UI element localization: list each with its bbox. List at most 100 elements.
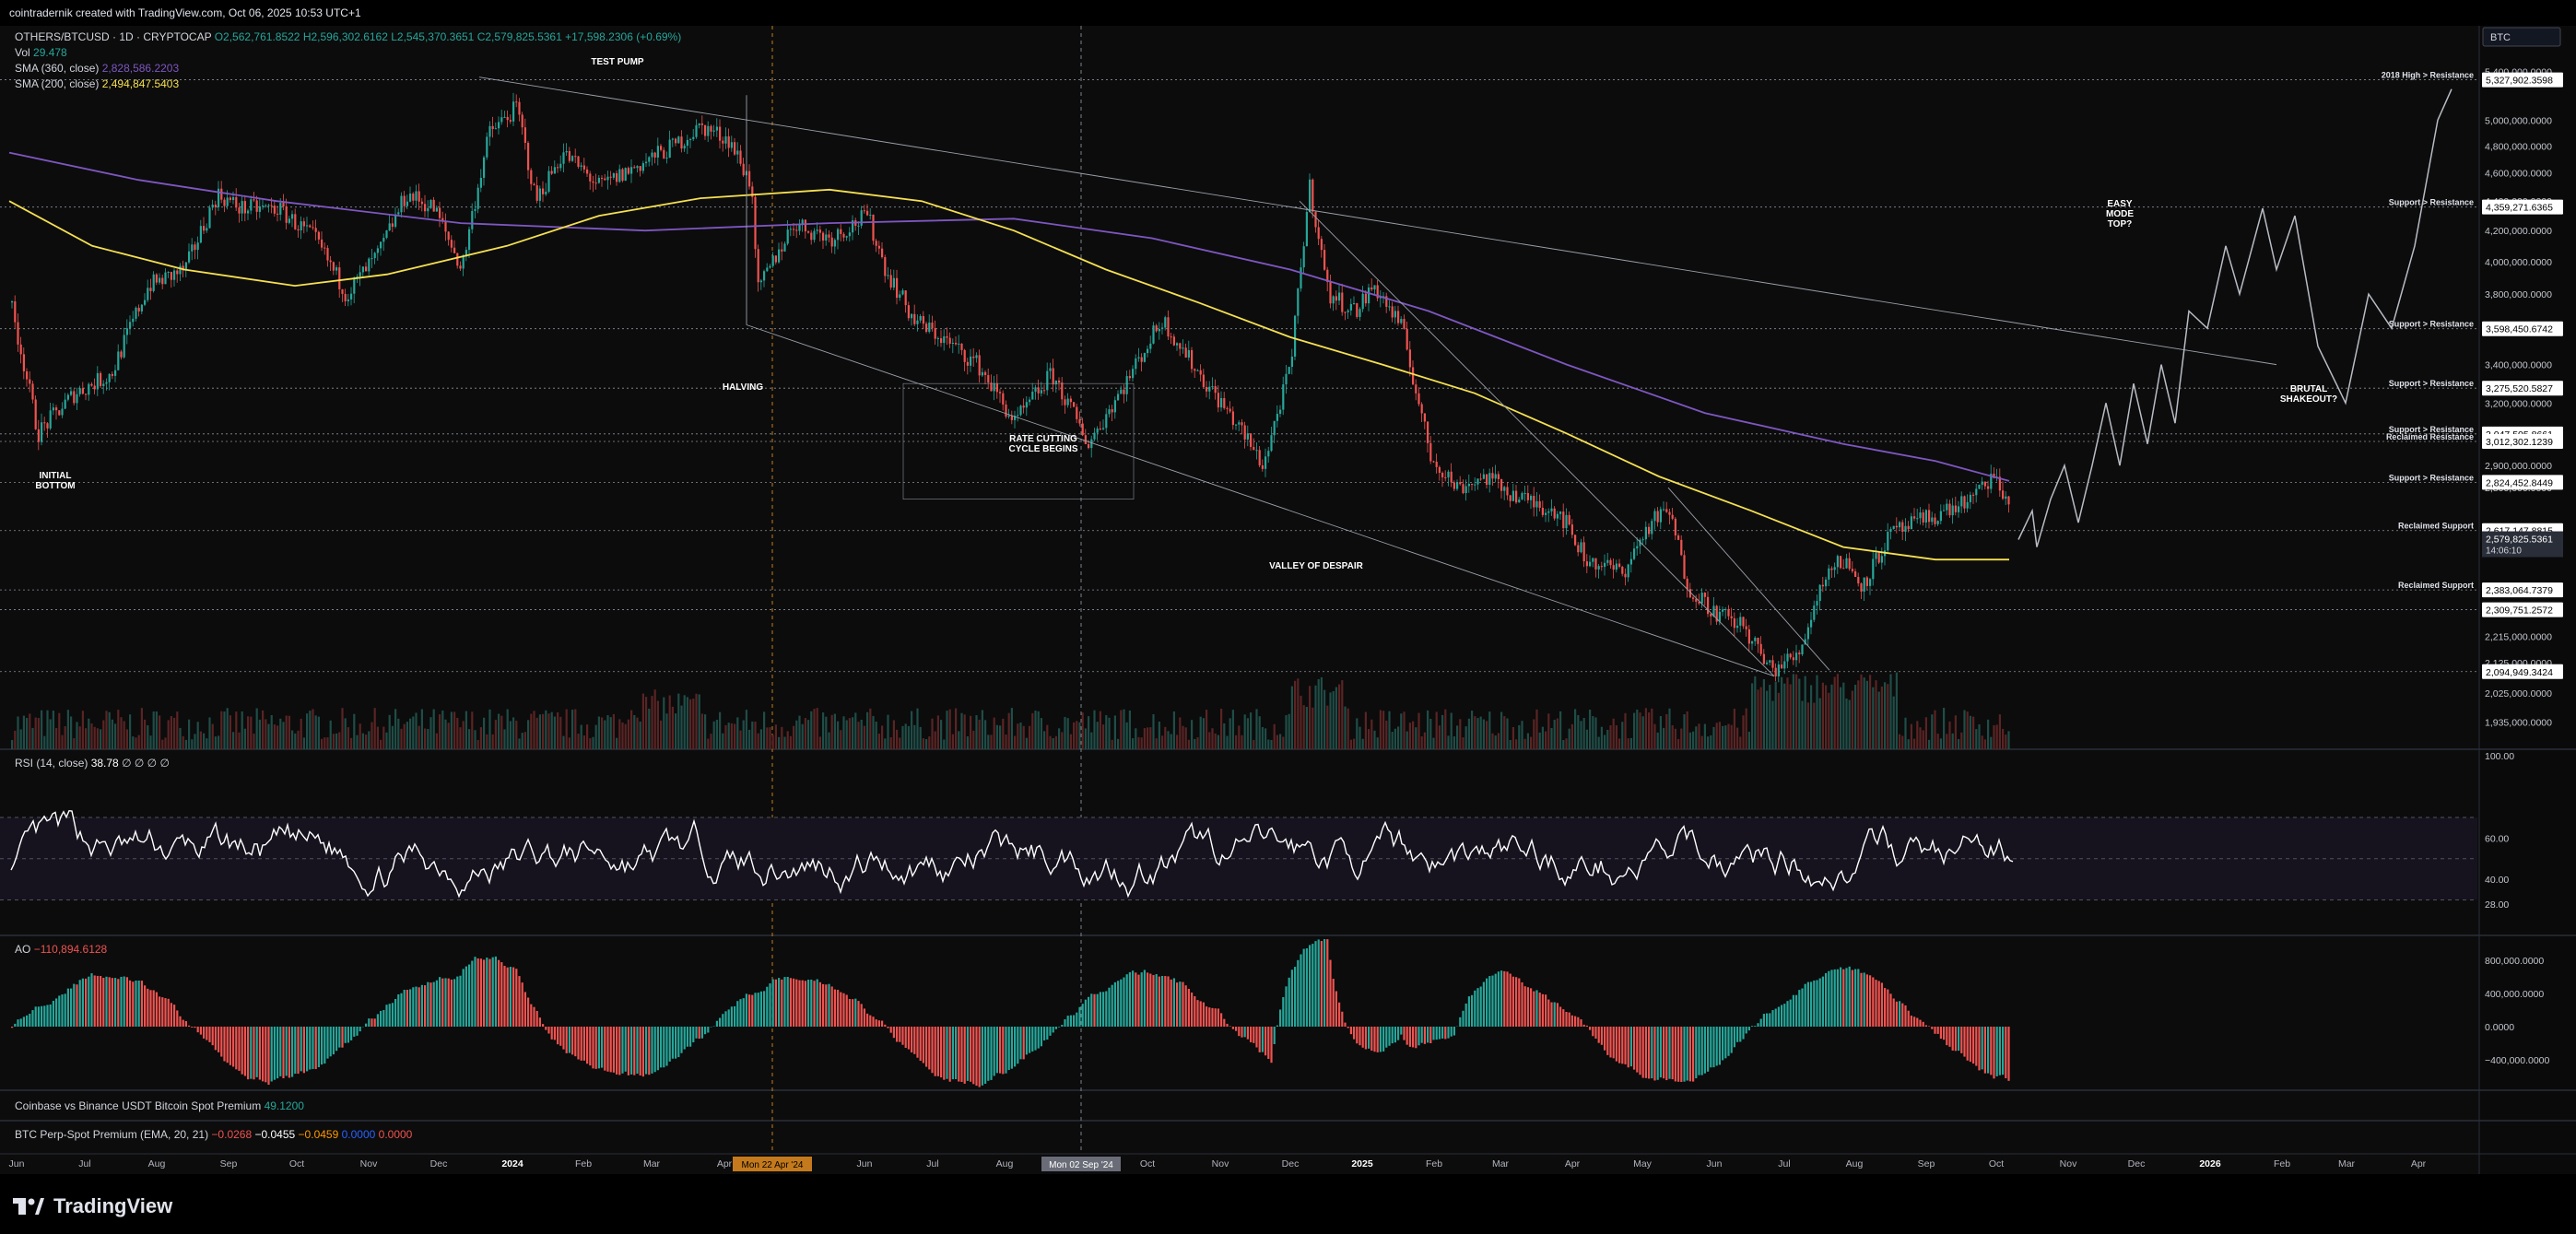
- volume-bar: [258, 719, 261, 749]
- candle-body: [476, 187, 479, 209]
- candle-body: [1223, 397, 1226, 408]
- candle-body: [338, 267, 341, 289]
- candle-body: [1194, 369, 1196, 371]
- candle-body: [1238, 422, 1241, 425]
- volume-bar: [825, 716, 828, 749]
- ao-bar: [1786, 1001, 1789, 1027]
- volume-bar: [1031, 712, 1034, 749]
- sma360-legend[interactable]: SMA (360, close) 2,828,586.2203: [15, 62, 179, 75]
- candle-body: [350, 293, 353, 300]
- candle-body: [1164, 317, 1167, 328]
- candle-body: [55, 407, 58, 411]
- ao-bar: [1429, 1027, 1432, 1044]
- ao-bar: [931, 1027, 934, 1074]
- ao-bar: [1703, 1027, 1706, 1074]
- candle-body: [1972, 494, 1975, 496]
- ao-bar: [1848, 966, 1851, 1027]
- premium-legend[interactable]: Coinbase vs Binance USDT Bitcoin Spot Pr…: [15, 1099, 304, 1112]
- ao-bar: [1712, 1027, 1715, 1068]
- candle-body: [1459, 482, 1462, 485]
- price-tick-label: 4,600,000.0000: [2485, 169, 2552, 180]
- candle-body: [468, 229, 471, 251]
- candle-body: [394, 214, 397, 228]
- ao-bar: [1877, 981, 1880, 1027]
- candle-body: [1639, 539, 1641, 546]
- ao-bar: [1397, 1027, 1400, 1040]
- ao-bar: [415, 986, 418, 1027]
- ao-bar: [745, 993, 747, 1027]
- volume-bar: [1615, 724, 1617, 749]
- sma200-legend[interactable]: SMA (200, close) 2,494,847.5403: [15, 77, 179, 90]
- candle-body: [1545, 512, 1547, 515]
- volume-bar: [167, 720, 170, 749]
- chart-area[interactable]: BTC 5,400,000.0000 5,000,000.0000 4,800,000…: [0, 26, 2576, 1174]
- chart-svg[interactable]: BTC5,400,000.00005,000,000.00004,800,000…: [0, 26, 2576, 1174]
- ao-bar: [748, 994, 751, 1027]
- ao-bar: [1379, 1027, 1382, 1052]
- volume-legend[interactable]: Vol 29.478: [15, 46, 67, 59]
- candle-body: [960, 343, 963, 350]
- candle-body: [1535, 500, 1538, 508]
- symbol-title[interactable]: OTHERS/BTCUSD · 1D · CRYPTOCAP: [15, 30, 212, 43]
- candle-body: [229, 197, 231, 200]
- ao-bar: [946, 1027, 948, 1079]
- ao-bar: [194, 1027, 196, 1028]
- rsi-tick-label: 28.00: [2485, 899, 2509, 911]
- volume-bar: [420, 709, 423, 749]
- candle-body: [137, 307, 140, 311]
- ao-bar: [972, 1027, 975, 1085]
- volume-bar: [34, 717, 37, 749]
- candle-body: [848, 232, 851, 237]
- candle-body: [203, 226, 206, 231]
- candle-body: [1559, 511, 1562, 514]
- ao-legend[interactable]: AO −110,894.6128: [15, 943, 107, 956]
- volume-bar: [1128, 710, 1131, 749]
- volume-bar: [265, 719, 267, 749]
- ao-bar: [1589, 1027, 1592, 1030]
- candle-body: [981, 371, 983, 376]
- ao-bar: [1629, 1027, 1632, 1067]
- candle-body: [606, 176, 609, 181]
- ao-bar: [432, 981, 435, 1027]
- candle-body: [1783, 661, 1786, 669]
- ao-bar: [1677, 1027, 1680, 1082]
- ao-bar: [981, 1027, 983, 1086]
- ao-bar: [321, 1027, 323, 1065]
- perp-legend[interactable]: BTC Perp-Spot Premium (EMA, 20, 21) −0.0…: [15, 1128, 412, 1141]
- volume-bar: [1889, 674, 1892, 749]
- tradingview-logo[interactable]: TradingView: [13, 1194, 172, 1218]
- candle-body: [1889, 528, 1892, 533]
- ao-bar: [860, 1004, 863, 1027]
- volume-value: 29.478: [33, 46, 67, 59]
- rsi-legend[interactable]: RSI (14, close) 38.78 ∅ ∅ ∅ ∅: [15, 757, 170, 770]
- ao-bar: [1029, 1027, 1031, 1053]
- candle-body: [1111, 409, 1113, 413]
- volume-bar: [1875, 680, 1877, 749]
- volume-bar: [1825, 685, 1828, 749]
- candle-body: [1990, 474, 1993, 489]
- ao-bar: [633, 1027, 636, 1075]
- candle-body: [1078, 418, 1081, 424]
- volume-bar: [474, 730, 476, 749]
- volume-bar: [214, 736, 217, 749]
- volume-bar: [1394, 728, 1396, 749]
- volume-bar: [1766, 690, 1769, 749]
- volume-bar: [135, 737, 137, 749]
- candle-body: [527, 143, 530, 170]
- candle-body: [624, 168, 627, 182]
- volume-bar: [1966, 711, 1969, 749]
- volume-bar: [1860, 674, 1863, 749]
- volume-bar: [262, 710, 265, 749]
- candle-body: [700, 123, 703, 125]
- volume-bar: [1574, 709, 1577, 749]
- volume-bar: [1577, 714, 1580, 749]
- candle-body: [1403, 319, 1406, 329]
- ao-bar: [1541, 993, 1544, 1027]
- candle-body: [553, 167, 556, 174]
- volume-bar: [1589, 709, 1592, 749]
- level-badge: [2482, 602, 2563, 617]
- candle-body: [235, 196, 238, 208]
- ao-bar: [208, 1027, 211, 1042]
- candle-body: [1919, 512, 1922, 519]
- candle-body: [1149, 343, 1152, 349]
